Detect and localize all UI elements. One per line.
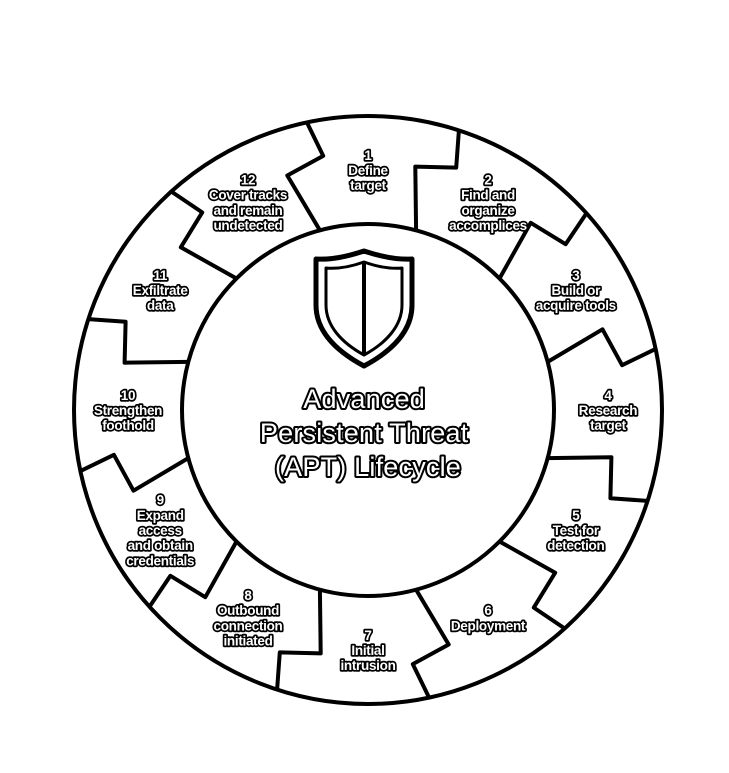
step-9-label: 9 Expand access and obtain credentials [126,493,194,569]
title-line-2: Persistent Threat [260,418,469,448]
step-text-line: Define [348,163,388,178]
step-text-line: undetected [213,218,282,233]
center-hub: Advanced Persistent Threat (APT) Lifecyc… [258,248,476,484]
step-number: 3 [572,268,580,283]
segment-divider [285,121,326,232]
segment-divider [497,212,589,280]
step-number: 8 [244,588,252,603]
step-11-label: 11 Exfiltrate data [133,268,189,313]
step-number: 4 [604,388,612,403]
lifecycle-ring: 1 Define target 2 Find and organize accomplice… [72,114,664,706]
step-10-label: 10 Strengthen foothold [94,388,162,433]
step-number: 5 [572,508,580,523]
shield-icon [313,248,415,369]
segment-divider [88,317,189,365]
step-text-line: target [590,418,627,433]
step-text-line: accomplices [449,218,527,233]
segment-divider [547,455,648,503]
step-text-line: acquire tools [536,298,616,313]
step-text-line: credentials [126,553,194,568]
inner-ring [180,222,556,598]
step-5-label: 5 Test for detection [547,508,604,553]
step-4-label: 4 Research target [579,388,637,433]
segment-divider [498,539,566,631]
segment-divider [413,130,461,231]
step-text-line: Strengthen [94,403,162,418]
step-number: 7 [364,628,371,643]
step-text-line: connection [213,618,282,633]
title-line-3: (APT) Lifecycle [275,452,461,482]
step-2-label: 2 Find and organize accomplices [449,172,527,233]
step-text-line: Exfiltrate [133,283,189,298]
step-text-line: data [147,298,174,313]
step-12-label: 12 Cover tracks and remain undetected [209,172,287,233]
diagram-title: Advanced Persistent Threat (APT) Lifecyc… [260,384,476,482]
outer-ring [72,114,664,706]
segment-divider [170,189,238,281]
segment-divider [410,588,451,699]
step-7-label: 7 Initial intrusion [340,628,395,673]
step-text-line: Deployment [451,618,526,633]
step-number: 6 [484,603,492,618]
step-8-label: 8 Outbound connection initiated [213,588,282,649]
step-text-line: Research [579,403,637,418]
step-3-label: 3 Build or acquire tools [536,268,616,313]
step-text-line: detection [547,538,604,553]
step-text-line: Outbound [217,603,279,618]
step-text-line: Test for [553,523,600,538]
step-number: 12 [241,172,255,187]
step-6-label: 6 Deployment [451,603,526,633]
step-number: 2 [484,172,491,187]
step-text-line: Cover tracks [209,188,287,203]
step-number: 9 [157,493,164,508]
step-text-line: Initial [351,643,384,658]
step-1-label: 1 Define target [348,148,388,193]
step-number: 10 [121,388,135,403]
step-text-line: target [350,178,387,193]
step-text-line: and obtain [128,538,193,553]
segment-divider [79,452,190,493]
segment-divider [147,540,239,608]
step-text-line: and remain [213,203,282,218]
step-text-line: foothold [102,418,154,433]
step-text-line: intrusion [340,658,395,673]
step-text-line: initiated [223,634,272,649]
step-text-line: Find and [461,188,515,203]
segment-divider [546,327,657,368]
step-number: 11 [153,268,167,283]
title-line-1: Advanced [303,384,425,414]
step-text-line: Expand [137,508,184,523]
step-number: 1 [364,148,372,163]
segment-divider [275,589,323,690]
step-text-line: organize [461,203,515,218]
step-text-line: access [139,523,182,538]
step-text-line: Build or [551,283,601,298]
